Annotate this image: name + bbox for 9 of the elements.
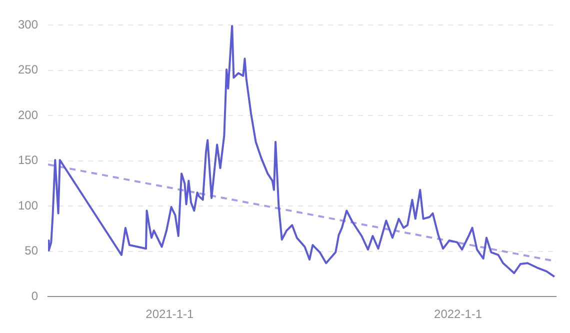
y-tick-label: 50 — [24, 244, 38, 258]
y-tick-label: 250 — [18, 62, 38, 77]
y-tick-label: 300 — [18, 18, 38, 32]
y-tick-label: 150 — [18, 153, 38, 168]
y-tick-label: 200 — [18, 108, 38, 122]
x-tick-label: 2021-1-1 — [146, 307, 194, 322]
y-tick-label: 0 — [31, 288, 38, 303]
x-tick-label: 2022-1-1 — [434, 307, 482, 322]
y-tick-label: 100 — [18, 198, 38, 212]
